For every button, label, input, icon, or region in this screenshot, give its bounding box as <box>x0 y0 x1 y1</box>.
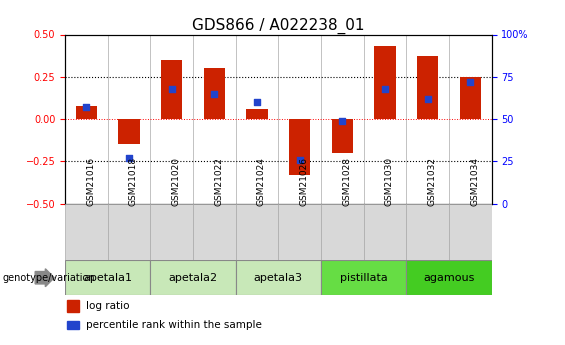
Bar <box>321 204 364 260</box>
Text: GSM21020: GSM21020 <box>172 157 181 206</box>
Text: percentile rank within the sample: percentile rank within the sample <box>86 320 262 330</box>
Bar <box>246 109 268 119</box>
Bar <box>364 204 406 260</box>
Text: log ratio: log ratio <box>86 301 130 311</box>
Bar <box>203 68 225 119</box>
Text: GSM21022: GSM21022 <box>214 157 223 206</box>
Bar <box>406 204 449 260</box>
Bar <box>236 204 278 260</box>
Text: apetala3: apetala3 <box>254 273 303 283</box>
Bar <box>107 204 150 260</box>
Text: GSM21016: GSM21016 <box>86 157 95 206</box>
Bar <box>76 106 97 119</box>
Bar <box>406 260 492 295</box>
FancyArrow shape <box>35 269 54 287</box>
Point <box>423 96 432 101</box>
Point <box>253 99 262 105</box>
Bar <box>449 204 492 260</box>
Text: GSM21026: GSM21026 <box>299 157 308 206</box>
Bar <box>150 204 193 260</box>
Text: genotype/variation: genotype/variation <box>3 273 95 283</box>
Bar <box>65 260 150 295</box>
Text: GSM21034: GSM21034 <box>470 157 479 206</box>
Text: GSM21018: GSM21018 <box>129 157 138 206</box>
Text: GSM21032: GSM21032 <box>428 157 437 206</box>
Point <box>210 91 219 97</box>
Bar <box>459 77 481 119</box>
Point <box>338 118 347 124</box>
Bar <box>161 60 182 119</box>
Bar <box>150 260 236 295</box>
Bar <box>67 300 79 312</box>
Bar <box>67 321 79 329</box>
Text: apetala2: apetala2 <box>168 273 218 283</box>
Point <box>295 157 304 162</box>
Bar <box>374 46 396 119</box>
Title: GDS866 / A022238_01: GDS866 / A022238_01 <box>192 18 364 34</box>
Point <box>380 86 389 91</box>
Point <box>167 86 176 91</box>
Text: apetala1: apetala1 <box>83 273 132 283</box>
Bar <box>279 204 321 260</box>
Bar <box>118 119 140 144</box>
Text: pistillata: pistillata <box>340 273 388 283</box>
Point <box>82 105 91 110</box>
Bar <box>417 57 438 119</box>
Bar <box>321 260 406 295</box>
Bar <box>332 119 353 153</box>
Bar <box>193 204 236 260</box>
Bar <box>236 260 321 295</box>
Point <box>466 79 475 85</box>
Point <box>124 155 133 161</box>
Bar <box>289 119 310 175</box>
Text: GSM21028: GSM21028 <box>342 157 351 206</box>
Text: GSM21030: GSM21030 <box>385 157 394 206</box>
Text: agamous: agamous <box>423 273 475 283</box>
Text: GSM21024: GSM21024 <box>257 157 266 206</box>
Bar <box>65 204 107 260</box>
